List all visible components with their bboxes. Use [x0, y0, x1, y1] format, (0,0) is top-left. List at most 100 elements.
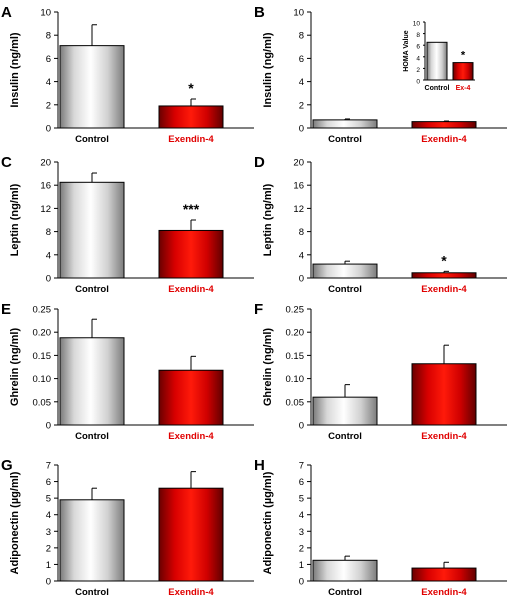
y-tick-label: 0.10	[286, 374, 305, 385]
y-tick-label: 0	[46, 577, 51, 588]
bar-exendin	[411, 567, 477, 582]
bar-control	[426, 41, 448, 81]
y-tick-label: 8	[299, 227, 304, 238]
y-tick-label: 0	[46, 124, 51, 135]
y-tick-label: 7	[299, 461, 304, 472]
y-tick-label: 4	[299, 77, 304, 88]
bar-exendin	[158, 229, 224, 279]
y-tick-label: 20	[40, 158, 51, 169]
y-tick-label: 0	[416, 79, 420, 86]
y-axis-label: HOMA Value	[403, 30, 410, 71]
y-tick-label: 10	[293, 8, 304, 19]
y-tick-label: 0	[46, 421, 51, 432]
bar-exendin	[411, 363, 477, 426]
y-tick-label: 3	[46, 527, 51, 538]
panel-g: G 0 1 2 3 4 5 6 7 Adiponectin (µg/ml) Control Exend…	[1, 457, 254, 598]
y-tick-label: 0.05	[286, 397, 305, 408]
significance-marker: *	[461, 50, 466, 62]
category-label: Control	[328, 134, 362, 145]
panel-f: F 0 0.05 0.10 0.15 0.20 0.25 Ghrelin (ng/ml) Con…	[254, 301, 507, 442]
category-label: Control	[75, 587, 109, 598]
y-tick-label: 3	[299, 527, 304, 538]
y-tick-label: 5	[299, 494, 304, 505]
y-axis-label: Insulin (ng/ml)	[262, 32, 274, 107]
y-tick-label: 0.20	[286, 328, 305, 339]
bar-exendin	[158, 369, 224, 426]
category-label: Exendin-4	[168, 134, 214, 145]
category-label: Control	[328, 587, 362, 598]
y-tick-label: 4	[46, 250, 51, 261]
bar-control	[59, 337, 125, 426]
y-tick-label: 20	[293, 158, 304, 169]
bar-exendin	[158, 487, 224, 582]
y-axis-label: Insulin (ng/ml)	[9, 32, 21, 107]
y-tick-label: 6	[46, 54, 51, 65]
category-label: Exendin-4	[168, 587, 214, 598]
y-tick-label: 0	[299, 421, 304, 432]
category-label: Exendin-4	[168, 284, 214, 295]
y-tick-label: 12	[40, 204, 51, 215]
y-tick-label: 2	[46, 543, 51, 554]
y-tick-label: 6	[46, 477, 51, 488]
y-tick-label: 16	[293, 181, 304, 192]
panel-label: D	[254, 154, 265, 171]
y-tick-label: 0	[299, 274, 304, 285]
y-tick-label: 0	[299, 124, 304, 135]
y-tick-label: 12	[293, 204, 304, 215]
y-tick-label: 0.05	[33, 397, 52, 408]
y-tick-label: 4	[46, 77, 51, 88]
y-tick-label: 6	[416, 44, 420, 51]
bar-exendin	[411, 272, 477, 279]
y-tick-label: 0.10	[33, 374, 52, 385]
bar-control	[59, 45, 125, 129]
y-tick-label: 2	[299, 543, 304, 554]
significance-marker: *	[441, 252, 447, 268]
y-axis-label: Ghrelin (ng/ml)	[9, 328, 21, 407]
panel-label: E	[1, 301, 11, 318]
y-tick-label: 0	[299, 577, 304, 588]
y-tick-label: 4	[46, 510, 51, 521]
y-tick-label: 6	[299, 54, 304, 65]
y-axis-label: Leptin (ng/ml)	[9, 183, 21, 256]
category-label: Exendin-4	[168, 431, 214, 442]
bar-exendin	[452, 62, 474, 81]
panel-e: E 0 0.05 0.10 0.15 0.20 0.25 Ghrelin (ng/ml) Con…	[1, 301, 254, 442]
y-tick-label: 2	[46, 100, 51, 111]
y-tick-label: 0.25	[33, 305, 52, 316]
panel-label: C	[1, 154, 12, 171]
category-label: Exendin-4	[421, 431, 467, 442]
y-tick-label: 2	[299, 100, 304, 111]
category-label: Control	[75, 134, 109, 145]
y-tick-label: 10	[40, 8, 51, 19]
category-label: Exendin-4	[421, 284, 467, 295]
panel-label: H	[254, 457, 265, 474]
y-tick-label: 0.20	[33, 328, 52, 339]
y-axis-label: Ghrelin (ng/ml)	[262, 328, 274, 407]
panel-c: C 0 4 8 12 16 20 Leptin (ng/ml) Control *** Exendi…	[1, 154, 254, 295]
y-tick-label: 1	[46, 560, 51, 571]
category-label: Exendin-4	[421, 134, 467, 145]
y-tick-label: 8	[46, 227, 51, 238]
bar-control	[59, 499, 125, 582]
y-tick-label: 8	[299, 31, 304, 42]
panel-h: H 0 1 2 3 4 5 6 7 Adiponectin (µg/ml) Control Exend…	[254, 457, 507, 598]
y-tick-label: 0.15	[286, 351, 305, 362]
category-label: Control	[328, 431, 362, 442]
significance-marker: ***	[183, 201, 200, 217]
category-label: Control	[75, 431, 109, 442]
panel-label: A	[1, 4, 12, 21]
category-label: Control	[75, 284, 109, 295]
y-tick-label: 4	[416, 55, 420, 62]
bar-control	[312, 559, 378, 582]
y-tick-label: 4	[299, 510, 304, 521]
y-tick-label: 2	[416, 67, 420, 74]
bar-exendin	[158, 105, 224, 129]
panel-a: A 0 2 4 6 8 10 Insulin (ng/ml) Control * Exendin-4	[1, 4, 254, 145]
bar-exendin	[411, 121, 477, 129]
category-label: Exendin-4	[421, 587, 467, 598]
y-axis-label: Leptin (ng/ml)	[262, 183, 274, 256]
y-tick-label: 8	[416, 32, 420, 39]
category-label: Ex-4	[456, 85, 471, 92]
y-tick-label: 0.15	[33, 351, 52, 362]
